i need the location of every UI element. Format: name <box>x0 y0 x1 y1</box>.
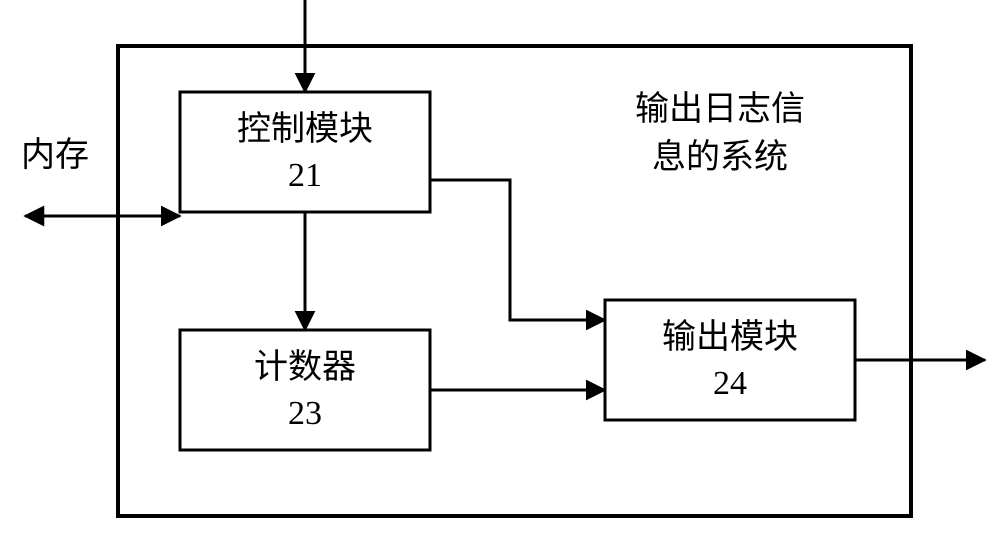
output-module-node: 输出模块 24 <box>605 300 855 420</box>
counter-node: 计数器 23 <box>180 330 430 450</box>
output-module-number: 24 <box>713 365 747 402</box>
memory-label: 内存 <box>21 136 89 174</box>
control-module-node: 控制模块 21 <box>180 92 430 212</box>
counter-number: 23 <box>288 395 322 432</box>
control-module-label: 控制模块 <box>237 110 373 148</box>
system-title-line1: 输出日志信 <box>635 90 805 128</box>
arrow-control-to-output <box>430 180 605 320</box>
system-title-line2: 息的系统 <box>652 138 788 176</box>
counter-label: 计数器 <box>254 348 356 386</box>
output-module-label: 输出模块 <box>662 318 798 356</box>
control-module-number: 21 <box>288 157 322 194</box>
